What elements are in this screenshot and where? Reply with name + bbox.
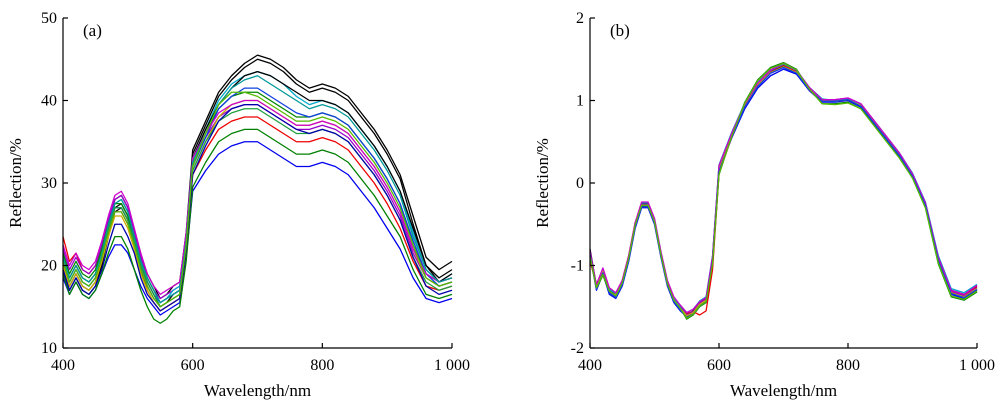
panel-label-b: (b) (610, 21, 630, 40)
x-tick-label-a: 1 000 (434, 357, 470, 374)
panel-label-a: (a) (83, 21, 102, 40)
panel-a: 10 20 30 40 50 400 600 800 1 000 Wavelength/nm Ref… (6, 10, 470, 400)
x-tick-label-a: 800 (310, 357, 334, 374)
series-line-a-13 (62, 99, 453, 296)
y-tick-label-a: 30 (41, 175, 57, 192)
series-line-a-10 (62, 99, 453, 312)
y-tick-label-b: 0 (576, 175, 584, 192)
series-line-a-15 (62, 103, 453, 312)
series-group-b (589, 61, 978, 320)
y-tick-label-b: -2 (571, 340, 584, 357)
y-tick-label-b: -1 (571, 258, 584, 275)
x-tick-label-b: 800 (836, 357, 860, 374)
y-tick-label-a: 50 (41, 10, 57, 27)
series-line-a-5 (62, 116, 453, 312)
panel-b: -2 -1 0 1 2 400 600 800 1 000 Wavelength/nm Reflec… (533, 10, 995, 400)
series-line-a-8 (62, 91, 453, 304)
series-line-b-8 (589, 62, 978, 314)
series-line-a-4 (62, 128, 453, 324)
series-line-a-7 (62, 70, 453, 304)
y-axis-label-b: Reflection/% (533, 138, 552, 228)
series-line-a-9 (62, 70, 453, 308)
series-line-b-10 (589, 62, 978, 319)
y-tick-label-a: 10 (41, 340, 57, 357)
x-axis-label-b: Wavelength/nm (730, 381, 837, 400)
y-tick-label-a: 20 (41, 258, 57, 275)
series-group-a (62, 54, 453, 324)
y-tick-label-a: 40 (41, 93, 57, 110)
series-line-a-16 (62, 91, 453, 308)
x-tick-label-b: 400 (578, 357, 602, 374)
series-line-a-6 (62, 103, 453, 300)
x-axis-label-a: Wavelength/nm (204, 381, 311, 400)
series-line-a-14 (62, 75, 453, 304)
x-tick-label-b: 1 000 (959, 357, 995, 374)
y-tick-label-b: 2 (576, 10, 584, 27)
x-tick-label-a: 400 (51, 357, 75, 374)
y-tick-label-b: 1 (576, 93, 584, 110)
x-tick-label-b: 600 (707, 357, 731, 374)
x-tick-label-a: 600 (181, 357, 205, 374)
y-axis-label-a: Reflection/% (6, 138, 25, 228)
